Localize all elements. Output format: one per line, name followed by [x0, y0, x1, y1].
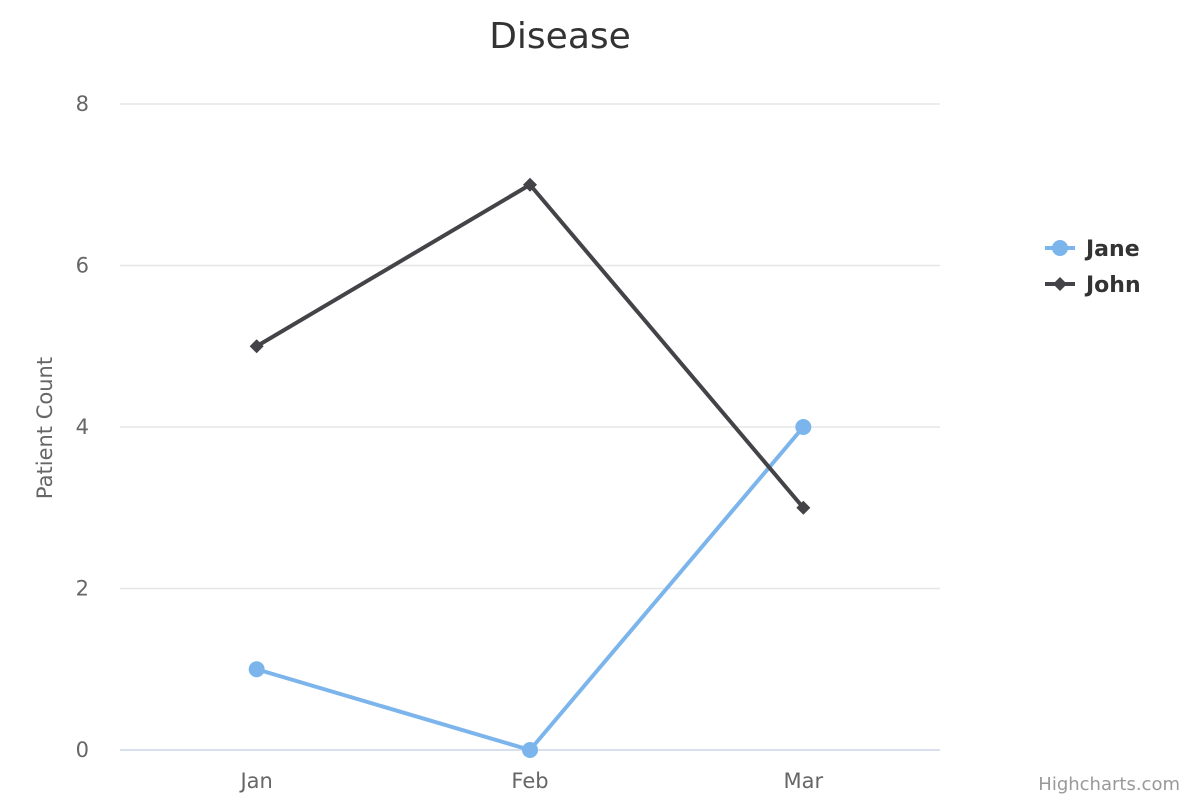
legend-item-john[interactable]: John: [1045, 273, 1141, 298]
chart-title: Disease: [489, 16, 631, 57]
legend-label: John: [1084, 273, 1141, 298]
series-group: [248, 177, 812, 758]
credits-link[interactable]: Highcharts.com: [1038, 774, 1180, 795]
legend-marker: [1053, 277, 1067, 291]
legend[interactable]: Jane John: [1045, 237, 1141, 298]
legend-label: Jane: [1084, 237, 1140, 262]
y-tick-label: 6: [76, 254, 89, 278]
data-point[interactable]: [795, 419, 812, 435]
y-tick-label: 8: [76, 92, 89, 116]
data-point[interactable]: [796, 500, 811, 515]
y-tick-label: 0: [76, 738, 89, 762]
y-tick-label: 4: [76, 415, 89, 439]
series-line-john[interactable]: [254, 182, 806, 510]
legend-item-jane[interactable]: Jane: [1045, 237, 1140, 262]
data-point[interactable]: [249, 339, 264, 354]
series-john: [249, 177, 811, 515]
data-point[interactable]: [248, 661, 265, 678]
data-point[interactable]: [523, 177, 537, 192]
x-axis-ticks: Jan Feb Mar: [238, 769, 823, 793]
grid: [120, 103, 940, 751]
x-tick-label: Feb: [511, 769, 548, 793]
y-axis-label: Patient Count: [33, 357, 57, 499]
data-point[interactable]: [522, 742, 538, 758]
x-tick-label: Mar: [784, 769, 824, 793]
series-jane: [248, 419, 812, 758]
y-axis-ticks: 0 2 4 6 8: [76, 92, 89, 762]
legend-marker: [1052, 240, 1068, 256]
x-tick-label: Jan: [238, 769, 272, 793]
y-tick-label: 2: [76, 577, 89, 601]
